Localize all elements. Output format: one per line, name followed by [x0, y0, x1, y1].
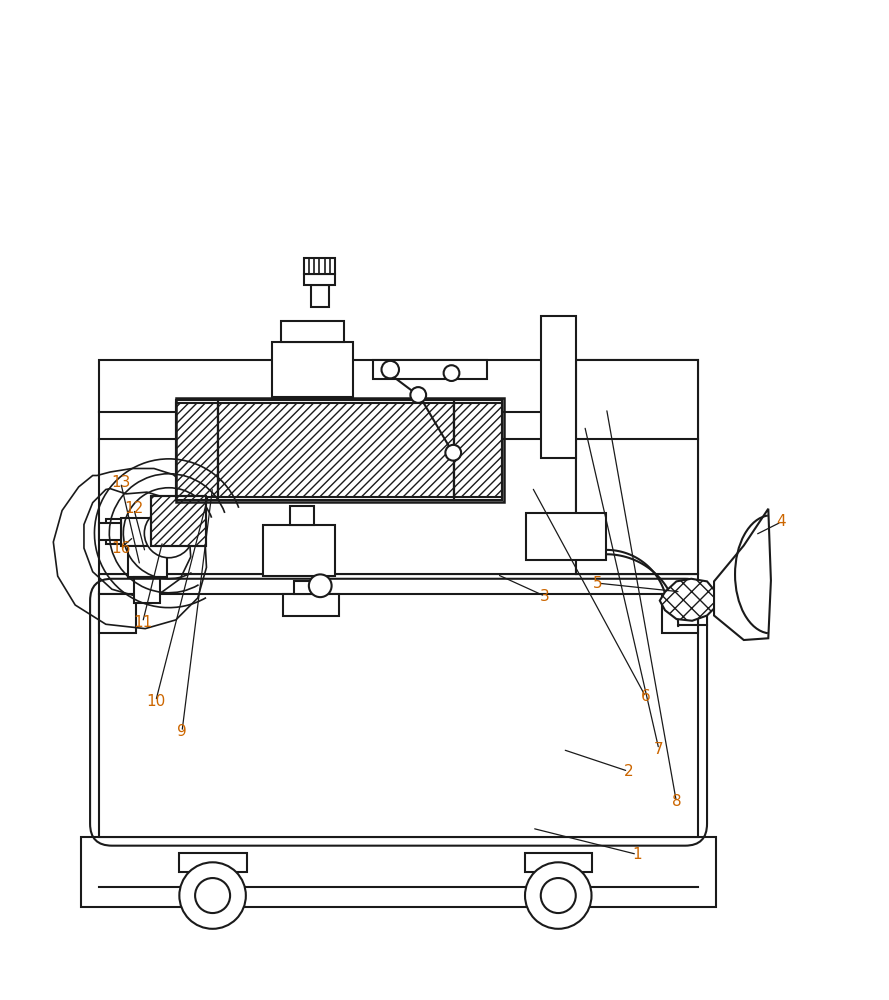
Text: 13: 13 [111, 475, 131, 490]
Bar [311, 285, 329, 307]
Text: 6: 6 [641, 689, 651, 704]
Bar [454, 403, 502, 497]
Circle shape [541, 878, 576, 913]
Bar [304, 274, 335, 285]
Bar [218, 403, 454, 497]
Circle shape [381, 361, 399, 378]
Circle shape [411, 387, 426, 403]
Text: 12: 12 [124, 501, 143, 516]
Bar [99, 594, 136, 633]
Bar [151, 496, 205, 546]
Bar [99, 523, 121, 540]
Bar [176, 398, 504, 502]
Bar [176, 403, 218, 497]
Bar [294, 581, 329, 594]
Bar [176, 400, 218, 500]
Text: 9: 9 [177, 724, 187, 739]
Bar [81, 837, 716, 907]
Circle shape [195, 878, 230, 913]
Text: 5: 5 [593, 576, 603, 591]
Bar [180, 853, 247, 872]
Circle shape [444, 365, 460, 381]
Bar [218, 400, 454, 500]
Bar [99, 360, 698, 574]
Polygon shape [660, 579, 717, 621]
Bar [134, 577, 160, 603]
Text: 4: 4 [777, 514, 786, 529]
Bar [272, 342, 353, 397]
Text: 3: 3 [541, 589, 550, 604]
Text: 11: 11 [133, 615, 152, 630]
Bar [128, 546, 167, 577]
Circle shape [180, 862, 246, 929]
Bar [454, 400, 502, 500]
Bar [281, 321, 344, 342]
Bar [372, 360, 486, 379]
Bar [99, 574, 698, 594]
Text: 8: 8 [671, 794, 681, 809]
Bar [290, 506, 314, 525]
Bar [576, 360, 698, 574]
Text: 2: 2 [623, 764, 633, 779]
Bar [151, 496, 205, 546]
Bar [541, 316, 576, 458]
Polygon shape [714, 509, 771, 640]
Text: 7: 7 [654, 742, 664, 757]
Bar [99, 592, 698, 837]
Circle shape [144, 509, 193, 558]
Bar [525, 853, 592, 872]
Bar [526, 513, 606, 560]
Bar [121, 518, 151, 546]
Bar [106, 519, 121, 544]
Circle shape [525, 862, 591, 929]
Circle shape [308, 574, 332, 597]
Bar [283, 594, 340, 616]
Bar [263, 525, 335, 576]
Text: 16: 16 [111, 541, 131, 556]
Text: 10: 10 [146, 694, 165, 709]
Text: 1: 1 [632, 847, 642, 862]
Bar [304, 258, 335, 274]
Circle shape [445, 445, 461, 461]
Bar [661, 594, 698, 633]
